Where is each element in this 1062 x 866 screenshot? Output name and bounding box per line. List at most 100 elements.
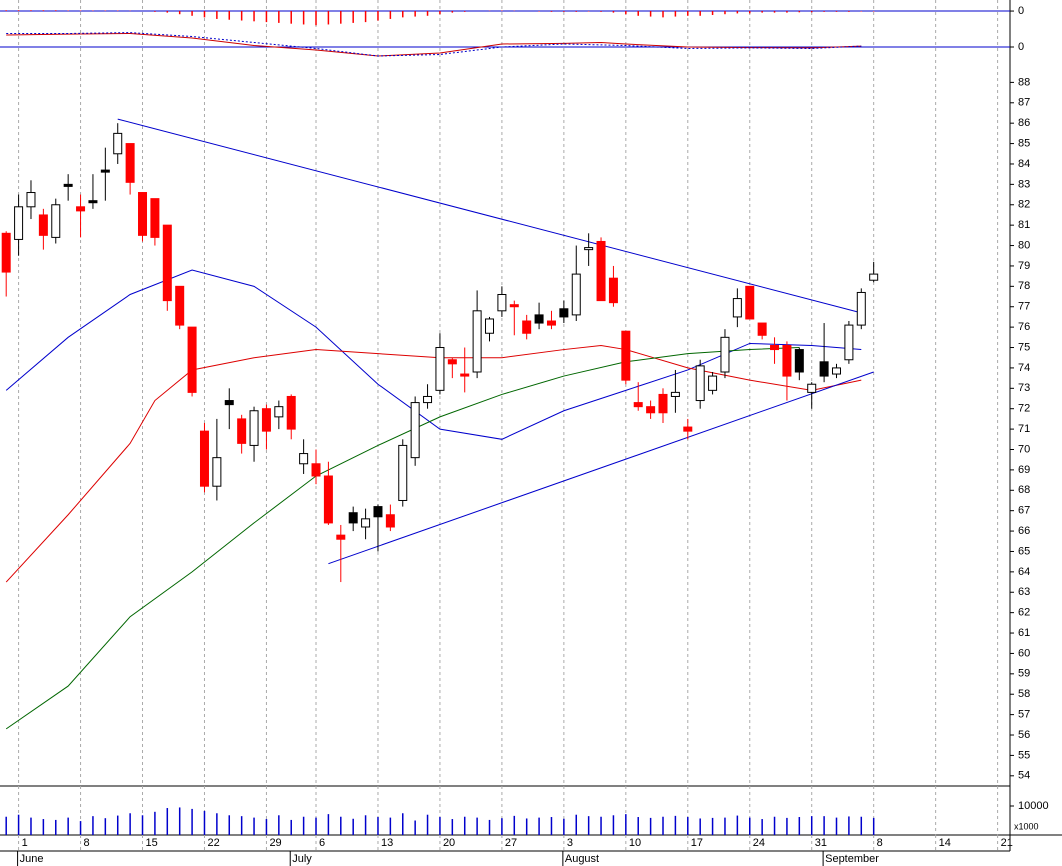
candle-body <box>832 367 842 375</box>
bar <box>563 11 565 12</box>
bar <box>860 816 863 835</box>
candle-body <box>732 298 742 318</box>
y-tick-label: 57 <box>1018 709 1030 721</box>
candle-body <box>410 402 420 459</box>
bar <box>116 815 119 835</box>
bar <box>154 811 156 835</box>
macd-line <box>6 32 862 57</box>
bar <box>600 816 602 835</box>
candle-body <box>286 395 296 430</box>
bar <box>55 819 57 835</box>
bar <box>154 11 156 12</box>
x-tick-label: 31 <box>815 837 827 849</box>
x-tick-label: 22 <box>207 837 219 849</box>
bar <box>823 816 825 835</box>
bar <box>699 11 701 16</box>
bar <box>786 11 788 13</box>
bar <box>637 11 639 16</box>
bar <box>575 11 578 12</box>
bar <box>687 11 689 16</box>
candle-body <box>633 402 643 408</box>
x-tick-label: 27 <box>505 837 517 849</box>
bar <box>327 11 330 25</box>
bar <box>699 818 701 835</box>
bar <box>612 11 615 13</box>
bar <box>563 818 565 835</box>
candle-body <box>88 200 98 204</box>
candle-body <box>187 326 197 393</box>
candle-body <box>782 344 792 377</box>
y-tick-label: 87 <box>1018 97 1030 109</box>
candle-body <box>522 320 532 334</box>
candle-body <box>497 293 507 312</box>
y-tick-label: 58 <box>1018 688 1030 700</box>
bar <box>612 815 615 835</box>
candle-body <box>348 512 358 524</box>
y-tick-label: 70 <box>1018 443 1030 455</box>
x-tick-label: 24 <box>753 837 765 849</box>
candle-body <box>447 359 457 365</box>
x-tick-label: 8 <box>877 837 883 849</box>
y-tick-label: 81 <box>1018 219 1030 231</box>
bar <box>463 11 466 12</box>
bar <box>649 817 652 835</box>
bar <box>587 816 590 835</box>
bar <box>749 11 751 14</box>
y-tick-label: 85 <box>1018 137 1030 149</box>
candle-body <box>608 277 618 304</box>
y-tick-label: 59 <box>1018 668 1030 680</box>
candle-body <box>621 330 631 381</box>
bar <box>240 11 243 21</box>
candle-body <box>757 322 767 336</box>
bar <box>761 819 763 835</box>
x-tick-label: 17 <box>691 837 703 849</box>
bar <box>265 819 268 835</box>
bar <box>773 816 776 835</box>
bar <box>488 819 491 835</box>
bar <box>302 816 305 835</box>
macd-line <box>6 32 862 57</box>
x-tick-label: 10 <box>629 837 641 849</box>
candle-body <box>509 304 519 308</box>
x-tick-label: 13 <box>381 837 393 849</box>
bar <box>550 11 553 12</box>
bar <box>810 11 813 13</box>
x-tick-label: 21 <box>1001 837 1013 849</box>
bar <box>240 816 243 835</box>
bar <box>426 11 429 16</box>
bar <box>525 818 528 835</box>
y-tick-label: 62 <box>1018 607 1030 619</box>
bar <box>501 818 503 835</box>
bar <box>835 11 838 12</box>
candle-body <box>670 391 680 397</box>
bar <box>104 818 107 835</box>
x-tick-label: 15 <box>146 837 158 849</box>
bar <box>228 815 231 835</box>
x-tick-label: 29 <box>269 837 281 849</box>
bar <box>166 11 169 13</box>
bar <box>711 11 714 15</box>
overlay-line <box>328 371 874 565</box>
bar <box>55 10 57 12</box>
bar <box>798 11 801 13</box>
bar <box>476 817 478 835</box>
bar <box>402 11 404 18</box>
bar <box>538 817 540 835</box>
y-tick-label: 76 <box>1018 321 1030 333</box>
candle-body <box>261 408 271 432</box>
candle-body <box>113 132 123 155</box>
bar <box>872 817 875 835</box>
bar <box>687 817 689 835</box>
bar <box>216 813 218 835</box>
bar <box>798 817 801 835</box>
x-tick-label: 14 <box>939 837 951 849</box>
bar <box>315 11 317 26</box>
candle-body <box>695 365 705 402</box>
bar <box>377 817 379 835</box>
candle-body <box>361 518 371 528</box>
bar <box>340 11 342 24</box>
x-tick-label: 1 <box>22 837 28 849</box>
bar <box>625 11 627 15</box>
candle-body <box>398 444 408 501</box>
